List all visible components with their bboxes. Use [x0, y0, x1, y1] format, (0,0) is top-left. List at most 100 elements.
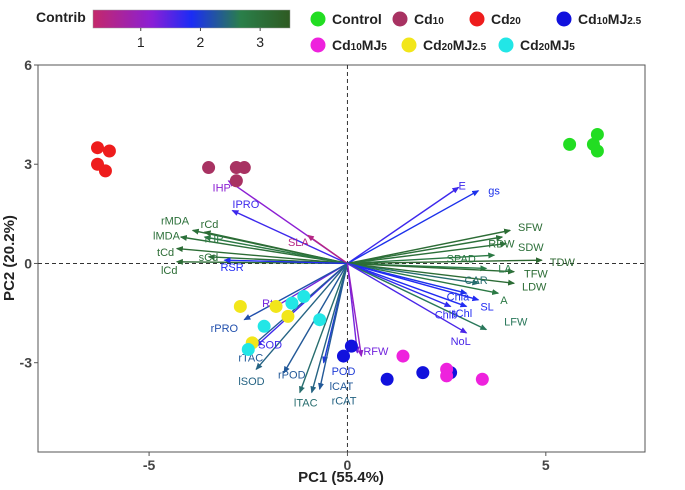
- loading-label-tchl: tChl: [453, 308, 473, 320]
- legend-label-cd10: Cd10: [414, 11, 444, 27]
- point-cd20mj2-5: [281, 309, 295, 323]
- loading-label-rt: Rt: [262, 298, 273, 310]
- loading-arrow-sl: [347, 262, 480, 302]
- loading-arrow-a: [347, 262, 500, 296]
- colorbar-tick-label: 2: [197, 34, 205, 50]
- loading-label-rcat: rCAT: [332, 396, 357, 408]
- loading-label-sl: SL: [480, 301, 493, 313]
- loading-label-lfw: LFW: [504, 316, 528, 328]
- loading-label-nol: NoL: [451, 336, 471, 348]
- colorbar-tick-label: 1: [137, 34, 145, 50]
- loading-label-chla: Chla: [447, 292, 471, 304]
- point-cd10mj5: [396, 349, 410, 363]
- loading-arrow-rsr: [223, 257, 348, 265]
- loading-label-rcd: rCd: [201, 219, 219, 231]
- legend-label-cd10mj5: Cd10MJ5: [332, 37, 387, 53]
- point-cd20mj5: [313, 313, 327, 327]
- legend-swatch-cd10mj5: [310, 37, 326, 53]
- point-cd10: [229, 174, 243, 188]
- loading-label-rfw: RFW: [363, 346, 389, 358]
- colorbar-ticks: 1 2 3: [137, 28, 264, 50]
- loading-arrow-lmda: [179, 234, 348, 265]
- loading-label-lmda: lMDA: [153, 230, 181, 242]
- x-axis-title: PC1 (55.4%): [298, 469, 384, 486]
- point-cd20: [102, 144, 116, 158]
- point-cd10: [202, 161, 216, 175]
- loading-label-rdw: RDW: [488, 239, 515, 251]
- loading-label-rhp: rHP: [205, 234, 224, 246]
- loading-arrow-ldw: [347, 262, 516, 286]
- loading-label-lcd: lCd: [161, 265, 178, 277]
- loading-arrow-nol: [347, 262, 468, 334]
- y-tick-label: 0: [24, 255, 32, 271]
- point-cd20: [98, 164, 112, 178]
- loading-arrow-rhp: [203, 235, 348, 265]
- loading-arrow-sfw: [347, 228, 512, 265]
- x-tick-label: 0: [344, 457, 352, 473]
- legend-label-cd20: Cd20: [491, 11, 521, 27]
- loading-label-sod: SOD: [258, 340, 282, 352]
- point-control: [590, 127, 604, 141]
- y-axis-title: PC2 (20.2%): [1, 215, 18, 301]
- loading-arrow-rtac: [247, 262, 348, 351]
- loading-label-sfw: SFW: [518, 222, 543, 234]
- loading-arrow-tchl: [347, 262, 468, 308]
- loading-label-car: CAR: [464, 275, 487, 287]
- legend-swatch-cd10mj2-5: [556, 11, 572, 27]
- legend-swatch-control: [310, 11, 326, 27]
- loading-label-scd: sCd: [199, 252, 219, 264]
- y-tick-label: 6: [24, 57, 32, 73]
- loading-arrow-ipro: [231, 209, 348, 265]
- loading-arrow-tcd: [175, 246, 348, 265]
- point-cd20mj5: [241, 342, 255, 356]
- loading-arrow-tfw: [347, 262, 516, 275]
- loading-label-pod: POD: [332, 366, 356, 378]
- point-control: [590, 144, 604, 158]
- legend-swatch-cd10: [392, 11, 408, 27]
- loading-arrow-car: [347, 262, 480, 286]
- loading-label-rsr: RSR: [220, 262, 243, 274]
- loading-label-spad: SPAD: [447, 254, 476, 266]
- loading-arrow-rpro: [243, 262, 348, 321]
- point-cd20mj5: [297, 290, 311, 304]
- loading-arrow-spad: [347, 252, 496, 265]
- point-cd20: [91, 141, 105, 155]
- point-cd20mj2-5: [233, 299, 247, 313]
- y-tick-label: -3: [20, 355, 33, 371]
- loading-label-rpod: rPOD: [278, 369, 306, 381]
- loading-label-lcat: lCAT: [330, 381, 354, 393]
- loading-label-tcd: tCd: [157, 247, 174, 259]
- loading-arrow-lsod: [255, 263, 348, 371]
- loading-label-gs: gs: [488, 186, 500, 198]
- colorbar-tick-label: 3: [256, 34, 264, 50]
- point-cd10mj2-5: [416, 366, 430, 380]
- point-cd10mj2-5: [380, 372, 394, 386]
- loading-label-rtac: rTAC: [238, 353, 263, 365]
- point-control: [563, 137, 577, 151]
- point-cd10: [237, 161, 251, 175]
- point-cd10mj2-5: [344, 339, 358, 353]
- loading-label-tfw: TFW: [524, 268, 548, 280]
- legend-label-control: Control: [332, 11, 382, 27]
- loading-label-ihp: IHP: [213, 182, 231, 194]
- loading-arrow-rcd: [203, 230, 348, 265]
- point-cd20mj5: [285, 296, 299, 310]
- loading-label-chlb: Chlb: [435, 310, 458, 322]
- legend-swatch-cd20mj5: [498, 37, 514, 53]
- loading-arrow-sdw: [347, 241, 508, 265]
- legend-label-cd20mj5: Cd20MJ5: [520, 37, 575, 53]
- loading-arrow-chlb: [347, 262, 452, 308]
- group-legend: Control Cd10 Cd20 Cd10MJ2.5 Cd10MJ5 Cd20MJ2.5…: [310, 11, 642, 53]
- loading-arrow-lfw: [347, 262, 488, 331]
- loading-label-sla: SLA: [288, 237, 309, 249]
- point-cd20mj5: [257, 319, 271, 333]
- score-points: [91, 127, 604, 386]
- loading-arrow-ltac: [299, 263, 349, 394]
- y-tick-label: 3: [24, 156, 32, 172]
- loading-label-rmda: rMDA: [161, 215, 190, 227]
- x-tick-label: -5: [143, 457, 156, 473]
